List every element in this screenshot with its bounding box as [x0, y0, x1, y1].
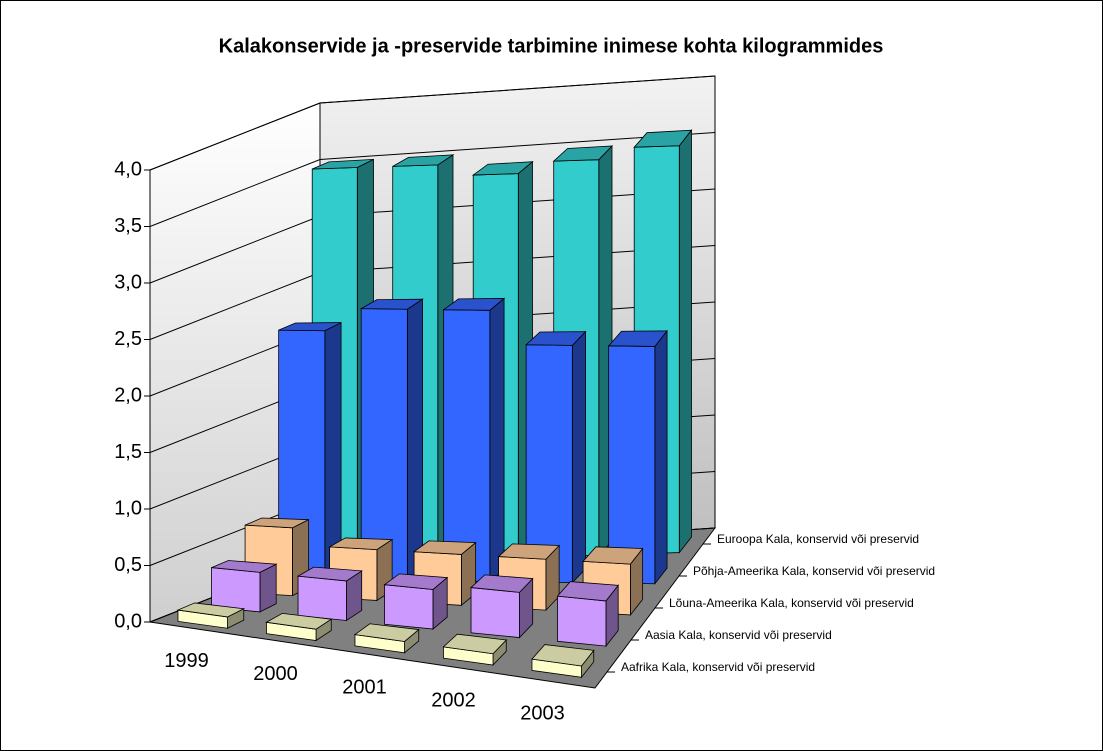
y-tick-label: 3,5: [114, 215, 142, 237]
bar-front: [384, 584, 434, 630]
bar-top: [265, 612, 333, 630]
bar: [531, 644, 595, 679]
bar-top: [525, 331, 587, 346]
bar-side: [678, 129, 692, 554]
bar-front: [470, 587, 520, 639]
grid-line: [149, 132, 716, 227]
bar-top: [531, 644, 595, 667]
bar-side: [571, 330, 586, 584]
y-tick-label: 4,0: [114, 158, 142, 180]
grid-line: [149, 75, 716, 171]
bar: [556, 581, 619, 648]
series-label: Aasia Kala, konservid või preservid: [645, 628, 832, 642]
bar: [442, 633, 508, 667]
series-label: Aafrika Kala, konservid või preservid: [621, 660, 815, 674]
chart-title: Kalakonservide ja -preservide tarbimine …: [219, 35, 884, 57]
bar-top: [442, 633, 508, 655]
bar-top: [633, 129, 693, 148]
bar-top: [556, 581, 619, 602]
y-tick-label: 1,5: [114, 441, 142, 463]
series-label: Euroopa Kala, konservid või preservid: [717, 532, 919, 546]
bar: [265, 612, 333, 642]
y-tick-label: 0,0: [114, 610, 142, 632]
bar-front: [443, 309, 491, 582]
x-tick-label: 1999: [164, 650, 209, 672]
bar-top: [582, 546, 644, 565]
y-tick-label: 0,5: [114, 554, 142, 576]
bar-top: [328, 537, 394, 551]
bar-side: [489, 297, 505, 583]
bar-top: [359, 298, 424, 310]
bar-top: [383, 573, 449, 590]
bar: [296, 566, 363, 622]
x-tick-label: 2000: [253, 663, 298, 685]
bar-top: [497, 543, 561, 560]
bar-top: [312, 158, 374, 170]
bar-top: [353, 623, 420, 642]
series-label: Lõuna-Ameerika Kala, konservid või prese…: [669, 596, 914, 610]
bar: [442, 297, 506, 583]
bar-front: [211, 567, 261, 613]
bar-side: [406, 298, 423, 582]
bar: [383, 573, 449, 630]
bar-top: [176, 602, 246, 618]
bar: [211, 560, 278, 613]
bar: [176, 602, 246, 629]
bar-top: [412, 540, 477, 555]
y-tick-label: 2,5: [114, 328, 142, 350]
x-tick-label: 2003: [520, 703, 565, 725]
bar-top: [244, 517, 309, 529]
bar: [525, 330, 587, 584]
y-tick-label: 2,0: [114, 384, 142, 406]
x-tick-label: 2001: [342, 676, 387, 698]
bar-top: [296, 566, 363, 582]
bar: [278, 321, 342, 580]
bar-top: [471, 161, 534, 176]
bar-top: [470, 574, 534, 593]
bar-top: [552, 145, 614, 162]
bar-top: [278, 322, 342, 332]
bar: [353, 623, 420, 654]
bar: [359, 298, 424, 582]
bar-top: [442, 298, 506, 311]
bar: [607, 329, 668, 585]
bar-side: [324, 321, 342, 580]
bar-front: [297, 575, 347, 621]
bar-top: [392, 154, 455, 167]
x-tick-label: 2002: [431, 689, 476, 711]
y-tick-label: 3,0: [114, 271, 142, 293]
bar-top: [607, 330, 668, 347]
y-tick-label: 1,0: [114, 497, 142, 519]
bar-top: [211, 560, 278, 573]
bar-front: [557, 595, 607, 647]
bar-side: [654, 329, 668, 585]
bar: [470, 574, 534, 639]
series-label: Põhja-Ameerika Kala, konservid või prese…: [693, 564, 935, 578]
